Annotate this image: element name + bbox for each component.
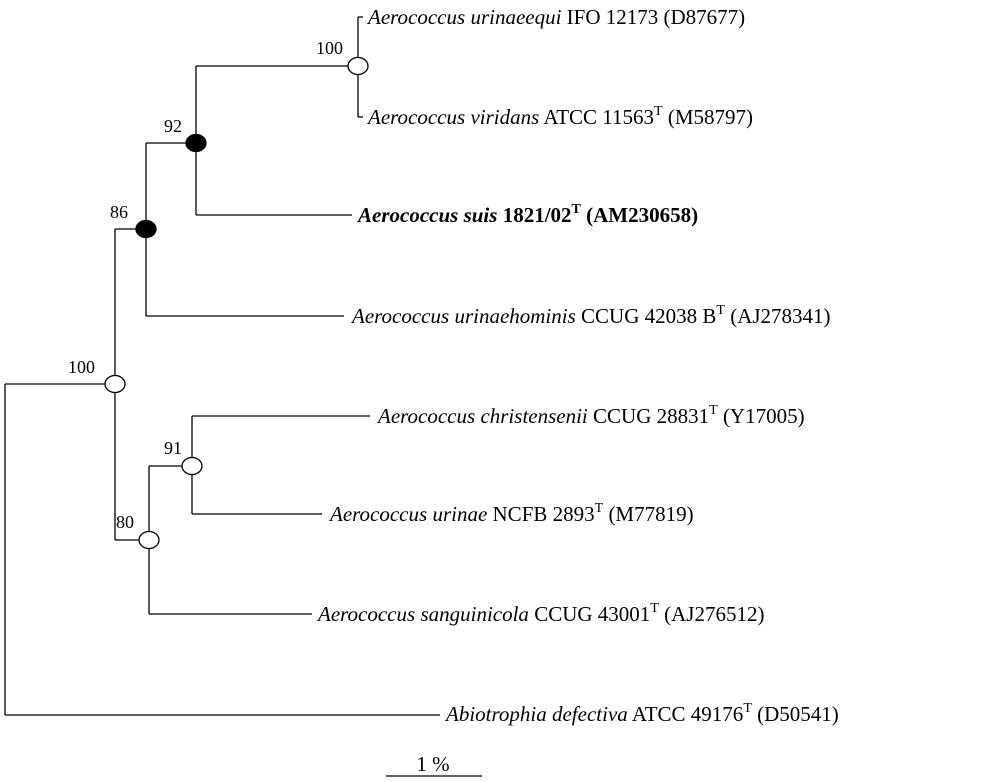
taxon-strain: ATCC 49176: [632, 702, 743, 726]
taxon-genus: Aerococcus: [376, 404, 475, 428]
taxon-genus: Aerococcus: [328, 502, 427, 526]
taxon-strain: IFO 12173: [567, 5, 659, 29]
type-strain-mark: T: [595, 501, 604, 516]
taxon-genus: Aerococcus: [350, 304, 449, 328]
taxon-species: urinaeequi: [470, 5, 561, 29]
taxon-species: viridans: [470, 105, 539, 129]
taxon-strain: CCUG 28831: [593, 404, 709, 428]
type-strain-mark: T: [709, 403, 718, 418]
support-label-92: 92: [164, 116, 182, 136]
taxon-genus: Aerococcus: [366, 5, 465, 29]
support-label-86: 86: [110, 202, 128, 222]
taxon-species: sanguinicola: [420, 602, 529, 626]
taxon-accession: (Y17005): [723, 404, 805, 428]
taxon-strain: NCFB 2893: [493, 502, 595, 526]
scale-bar: 1 %: [386, 752, 482, 777]
taxon-species: suis: [463, 203, 498, 227]
node-marker-86: [135, 219, 157, 239]
taxon-species: christensenii: [480, 404, 587, 428]
taxon-accession: (AJ278341): [730, 304, 830, 328]
taxon-strain: CCUG 43001: [534, 602, 650, 626]
node-marker-91: [181, 456, 203, 476]
taxon-genus: Aerococcus: [366, 105, 465, 129]
taxon-label-urinaeequi: Aerococcus urinaeequi IFO 12173 (D87677): [366, 5, 745, 29]
taxon-accession: (AM230658): [586, 203, 698, 227]
taxon-label-urinae: Aerococcus urinae NCFB 2893T (M77819): [328, 493, 694, 526]
scale-bar-label: 1 %: [416, 752, 449, 776]
taxon-label-christensenii: Aerococcus christensenii CCUG 28831T (Y1…: [376, 395, 805, 428]
taxon-species: urinae: [432, 502, 487, 526]
type-strain-mark: T: [743, 701, 752, 716]
node-marker-100-top: [347, 56, 369, 76]
support-label-100-root: 100: [68, 357, 95, 377]
taxon-accession: (M77819): [608, 502, 693, 526]
taxon-accession: (D87677): [664, 5, 746, 29]
taxon-label-urinaehominis: Aerococcus urinaehominis CCUG 42038 BT (…: [350, 295, 831, 328]
node-marker-92: [185, 133, 207, 153]
taxon-species: defectiva: [552, 702, 628, 726]
taxon-genus: Aerococcus: [316, 602, 415, 626]
taxon-label-defectiva: Abiotrophia defectiva ATCC 49176T (D5054…: [444, 693, 839, 726]
type-strain-mark: T: [572, 202, 582, 217]
taxon-genus: Aerococcus: [356, 203, 458, 227]
taxon-accession: (D50541): [757, 702, 839, 726]
node-markers: [104, 56, 369, 550]
node-marker-100-root: [104, 374, 126, 394]
taxon-strain: CCUG 42038 B: [581, 304, 716, 328]
taxon-species: urinaehominis: [454, 304, 575, 328]
taxon-genus: Abiotrophia: [444, 702, 547, 726]
taxon-accession: (AJ276512): [664, 602, 764, 626]
type-strain-mark: T: [650, 601, 659, 616]
taxon-strain: ATCC 11563: [543, 105, 654, 129]
support-values: 100 92 86 100 91 80: [68, 38, 343, 532]
type-strain-mark: T: [654, 104, 663, 119]
taxon-labels: Aerococcus urinaeequi IFO 12173 (D87677)…: [316, 5, 839, 726]
node-marker-80: [138, 530, 160, 550]
taxon-label-suis: Aerococcus suis 1821/02T (AM230658): [356, 194, 698, 227]
taxon-strain: 1821/02: [503, 203, 572, 227]
support-label-80: 80: [116, 512, 134, 532]
taxon-accession: (M58797): [668, 105, 753, 129]
type-strain-mark: T: [716, 303, 725, 318]
taxon-label-sanguinicola: Aerococcus sanguinicola CCUG 43001T (AJ2…: [316, 593, 764, 626]
support-label-100-top: 100: [316, 38, 343, 58]
support-label-91: 91: [164, 438, 182, 458]
taxon-label-viridans: Aerococcus viridans ATCC 11563T (M58797): [366, 96, 753, 129]
